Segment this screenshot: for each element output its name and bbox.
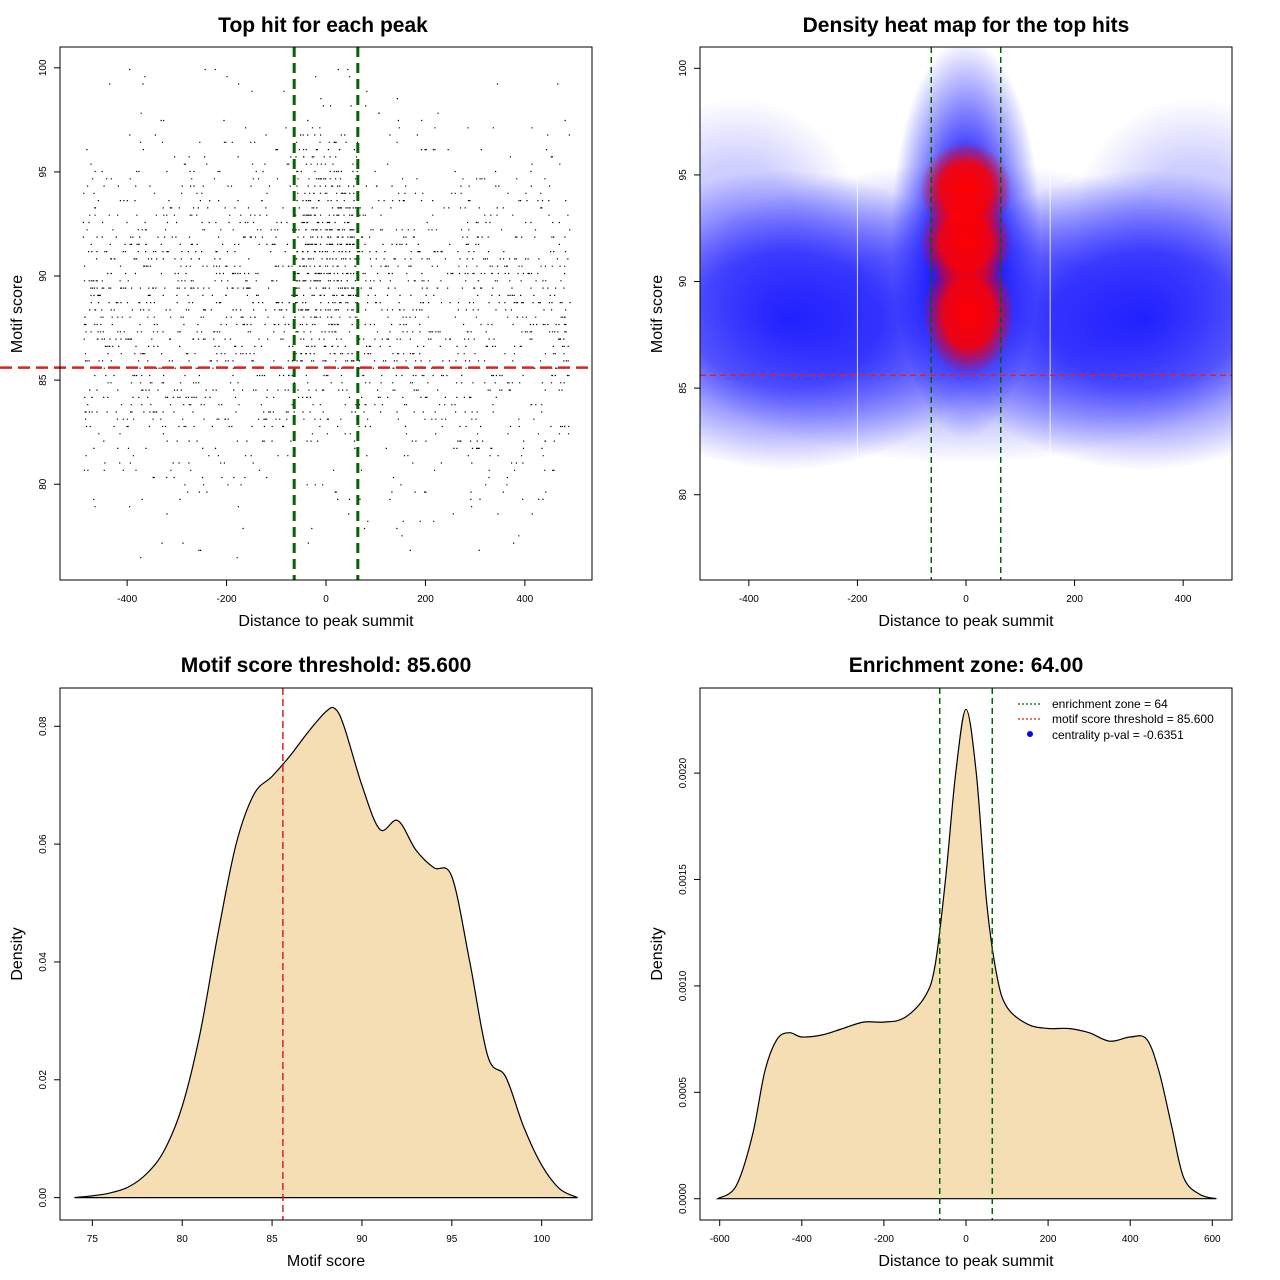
heatmap-hotspot — [922, 251, 1015, 376]
scatter-point — [82, 68, 571, 559]
scatter-ytick-label: 95 — [38, 166, 49, 178]
scatter-ytick-label: 85 — [38, 374, 49, 386]
scatter-frame — [59, 46, 593, 581]
score-xtick-label: 100 — [533, 1234, 550, 1245]
distance-density-y-label: Density — [649, 927, 666, 980]
distance-density-title: Enrichment zone: 64.00 — [849, 654, 1084, 677]
distance-xtick-label: -600 — [710, 1234, 730, 1245]
score-xtick-label: 95 — [446, 1234, 458, 1245]
heatmap-x-label: Distance to peak summit — [878, 613, 1054, 630]
distance-ytick-label: 0.0015 — [678, 864, 689, 895]
scatter-xtick-label: -200 — [217, 594, 237, 605]
score-density-area — [74, 706, 578, 1199]
scatter-y-axis: 80 85 90 95 100 — [38, 59, 60, 490]
scatter-xtick-label: -400 — [117, 594, 137, 605]
scatter-x-label: Distance to peak summit — [238, 613, 414, 630]
heatmap-title: Density heat map for the top hits — [803, 14, 1130, 37]
legend-pval-swatch — [1027, 731, 1033, 737]
heatmap-density — [700, 47, 1232, 470]
legend-zone-label: enrichment zone = 64 — [1052, 697, 1168, 711]
distance-xtick-label: -200 — [874, 1234, 894, 1245]
scatter-xtick-label: 0 — [323, 594, 329, 605]
distance-ytick-label: 0.0005 — [678, 1077, 689, 1108]
score-xtick-label: 85 — [267, 1234, 279, 1245]
heatmap-xtick-label: -400 — [739, 594, 759, 605]
distance-density-panel: Enrichment zone: 64.00 -600 -400 -200 0 200 4… — [649, 654, 1233, 1270]
heatmap-blue-region — [700, 97, 858, 338]
heatmap-ytick-label: 100 — [678, 60, 689, 77]
score-density-y-label: Density — [9, 927, 26, 980]
score-density-panel: Motif score threshold: 85.600 75 80 85 90 95… — [9, 654, 593, 1270]
legend: enrichment zone = 64 motif score thresho… — [1018, 697, 1214, 742]
score-density-title: Motif score threshold: 85.600 — [181, 654, 472, 677]
score-ytick-label: 0.02 — [38, 1070, 49, 1090]
score-ytick-label: 0.08 — [38, 716, 49, 736]
score-xtick-label: 80 — [177, 1234, 189, 1245]
distance-density-x-label: Distance to peak summit — [878, 1253, 1054, 1270]
distance-xtick-label: -400 — [792, 1234, 812, 1245]
heatmap-blue-region — [1074, 97, 1232, 338]
score-density-y-axis: 0.00 0.02 0.04 0.06 0.08 — [38, 716, 60, 1207]
distance-ytick-label: 0.0020 — [678, 757, 689, 788]
scatter-y-label: Motif score — [9, 275, 26, 353]
heatmap-xtick-label: 400 — [1175, 594, 1192, 605]
score-ytick-label: 0.06 — [38, 834, 49, 854]
distance-xtick-label: 400 — [1122, 1234, 1139, 1245]
scatter-ytick-label: 100 — [38, 59, 49, 76]
heatmap-gridlines — [856, 47, 1051, 580]
heatmap-ytick-label: 95 — [678, 169, 689, 181]
score-density-frame — [59, 687, 593, 1221]
distance-density-y-axis: 0.0000 0.0005 0.0010 0.0015 0.0020 — [678, 757, 700, 1214]
distance-xtick-label: 0 — [963, 1234, 969, 1245]
scatter-x-axis: -400 -200 0 200 400 — [117, 580, 534, 605]
distance-ytick-label: 0.0010 — [678, 970, 689, 1001]
heatmap-ytick-label: 80 — [678, 489, 689, 501]
distance-xtick-label: 600 — [1204, 1234, 1221, 1245]
scatter-xtick-label: 200 — [417, 594, 434, 605]
score-ytick-label: 0.04 — [38, 952, 49, 972]
scatter-xtick-label: 400 — [517, 594, 534, 605]
scatter-points — [82, 68, 571, 559]
scatter-title: Top hit for each peak — [218, 14, 428, 37]
score-density-x-label: Motif score — [287, 1253, 365, 1270]
heatmap-ytick-label: 90 — [678, 276, 689, 288]
heatmap-xtick-label: 200 — [1066, 594, 1083, 605]
heatmap-y-label: Motif score — [649, 275, 666, 353]
scatter-panel: Top hit for each peak -400 -200 0 200 400 80… — [0, 14, 593, 630]
heatmap-ytick-label: 85 — [678, 382, 689, 394]
legend-pval-label: centrality p-val = -0.6351 — [1052, 728, 1184, 742]
distance-density-x-axis: -600 -400 -200 0 200 400 600 — [710, 1220, 1221, 1245]
heatmap-x-axis: -400 -200 0 200 400 — [739, 580, 1192, 605]
legend-threshold-label: motif score threshold = 85.600 — [1052, 712, 1214, 726]
score-ytick-label: 0.00 — [38, 1187, 49, 1207]
heatmap-panel: Density heat map for the top hits -400 -2… — [649, 14, 1233, 630]
distance-density-area — [715, 708, 1217, 1200]
score-xtick-label: 90 — [356, 1234, 368, 1245]
distance-ytick-label: 0.0000 — [678, 1183, 689, 1214]
scatter-ytick-label: 90 — [38, 270, 49, 282]
heatmap-xtick-label: 0 — [963, 594, 969, 605]
scatter-ytick-label: 80 — [38, 478, 49, 490]
distance-xtick-label: 200 — [1040, 1234, 1057, 1245]
score-density-x-axis: 75 80 85 90 95 100 — [87, 1220, 550, 1245]
heatmap-xtick-label: -200 — [847, 594, 867, 605]
heatmap-y-axis: 80 85 90 95 100 — [678, 60, 700, 501]
score-xtick-label: 75 — [87, 1234, 99, 1245]
